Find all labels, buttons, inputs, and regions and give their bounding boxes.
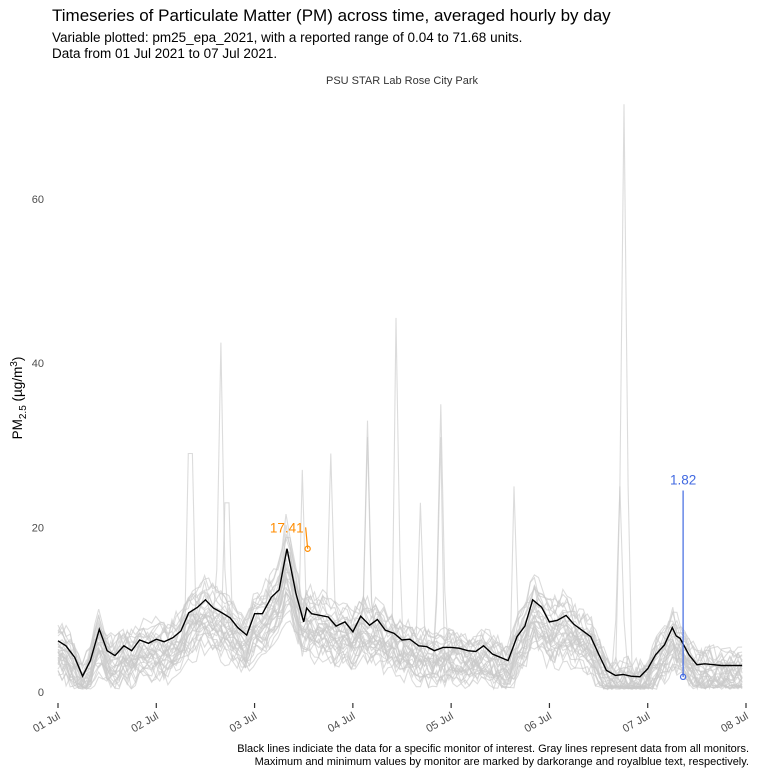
y-axis-title-unit-superscript: 3 <box>9 361 20 367</box>
x-tick-label: 02 Jul <box>129 710 160 735</box>
chart-title: Timeseries of Particulate Matter (PM) ac… <box>52 6 611 25</box>
y-tick-label: 60 <box>32 194 44 206</box>
series-line <box>57 548 743 678</box>
background-series-line <box>57 573 743 682</box>
y-axis-title-unit-open: (µg/m <box>10 367 25 406</box>
y-tick-label: 0 <box>38 687 44 699</box>
y-tick-label: 40 <box>32 358 44 370</box>
min-point <box>679 673 687 681</box>
caption-line1: Black lines indiciate the data for a spe… <box>237 743 749 755</box>
max-point <box>304 545 311 552</box>
x-tick-label: 01 Jul <box>31 710 62 735</box>
x-axis: 01 Jul 02 Jul 03 Jul 04 Jul 05 Jul 06 Jul 07 J… <box>31 703 751 735</box>
y-axis-title-unit-close: ) <box>10 357 25 362</box>
y-axis-title: PM2.5 (µg/m3) <box>9 357 29 440</box>
x-tick-label: 08 Jul <box>719 710 750 735</box>
background-series-line <box>57 533 743 675</box>
background-monitor-lines <box>57 104 743 691</box>
max-value-label: 17.41 <box>270 520 304 535</box>
facet-label: PSU STAR Lab Rose City Park <box>326 75 479 87</box>
monitor-of-interest-line <box>57 548 743 678</box>
chart-subtitle-line1: Variable plotted: pm25_epa_2021, with a … <box>52 30 522 45</box>
background-series-line <box>57 578 743 690</box>
x-tick-label: 07 Jul <box>621 710 652 735</box>
background-series-line <box>57 524 743 682</box>
x-tick-label: 03 Jul <box>228 710 259 735</box>
max-leader-line <box>305 527 309 549</box>
background-series-line <box>57 104 743 678</box>
y-axis-title-subscript: 2.5 <box>18 405 29 419</box>
min-value-label: 1.82 <box>670 472 696 487</box>
y-tick-label: 20 <box>32 522 44 534</box>
x-tick-label: 05 Jul <box>424 710 455 735</box>
chart-subtitle-line2: Data from 01 Jul 2021 to 07 Jul 2021. <box>52 46 277 61</box>
background-series-line <box>57 536 743 681</box>
y-axis-title-main: PM <box>10 419 25 439</box>
min-max-annotations: 17.41 1.82 <box>270 472 696 681</box>
caption-line2: Maximum and minimum values by monitor ar… <box>255 756 749 768</box>
y-axis: 0 20 40 60 <box>32 194 44 699</box>
x-tick-label: 04 Jul <box>326 710 357 735</box>
x-tick-label: 06 Jul <box>523 710 554 735</box>
